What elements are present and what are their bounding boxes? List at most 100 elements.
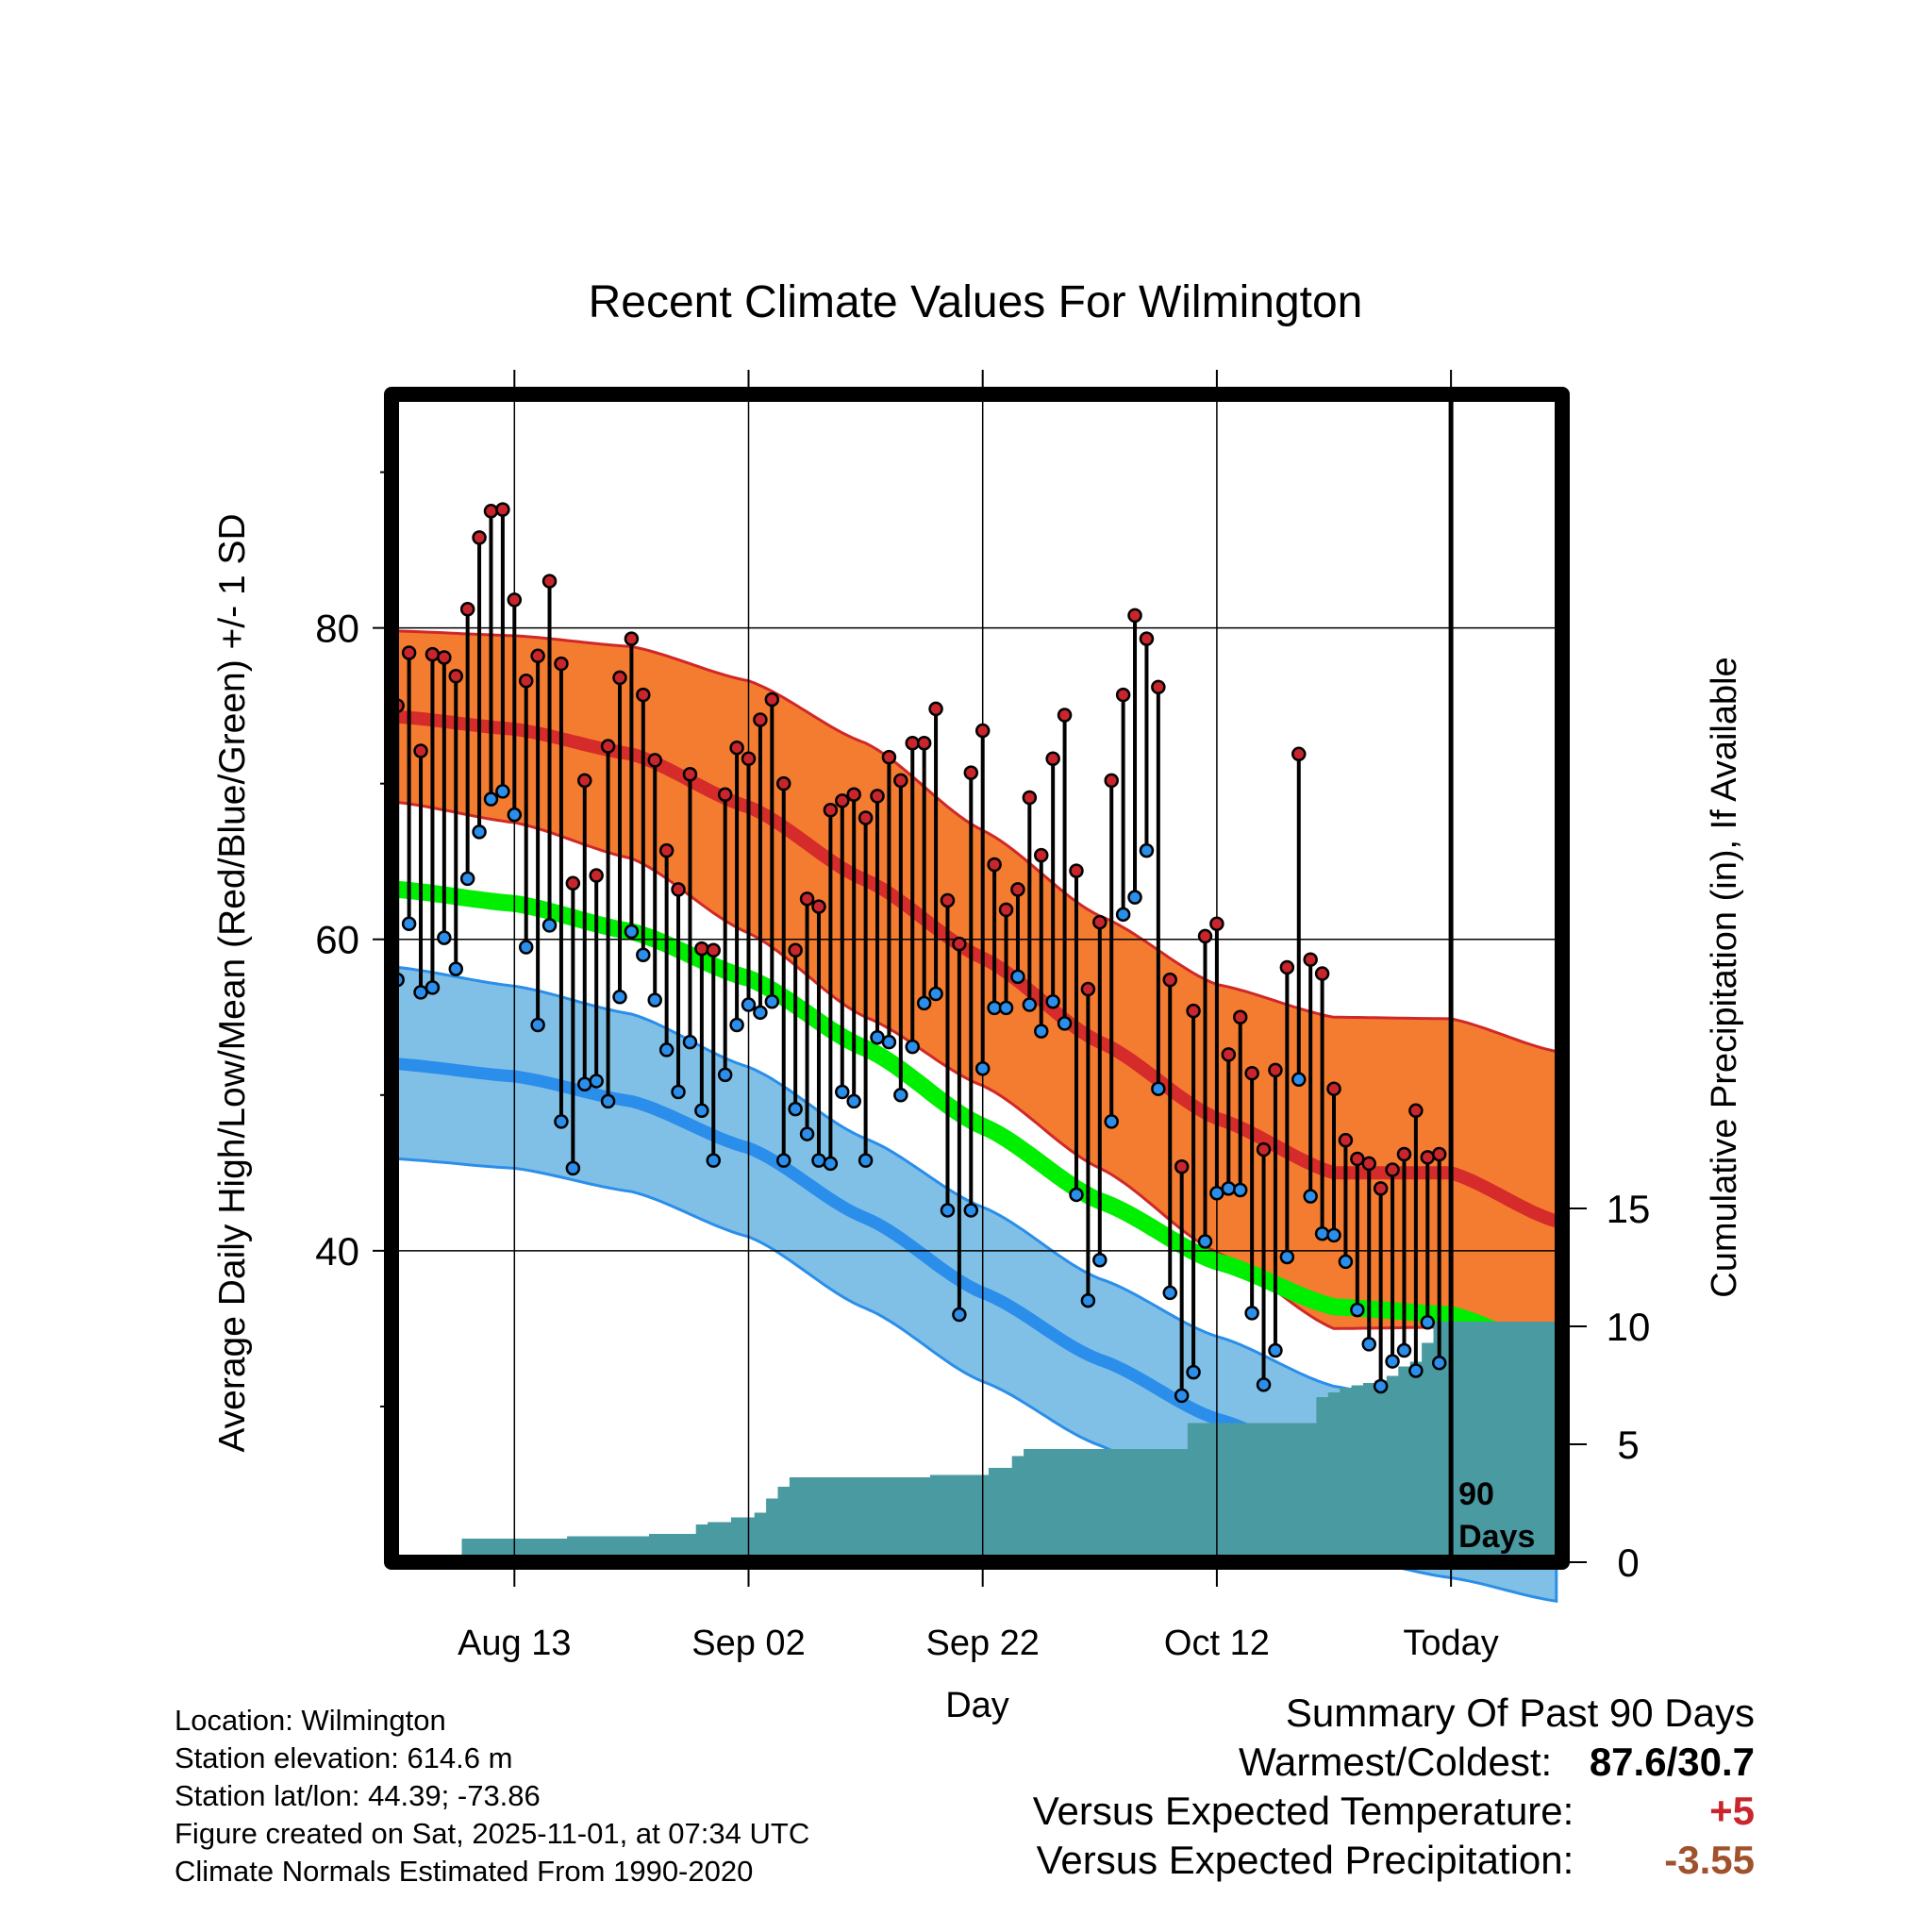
daily-high-point — [495, 502, 510, 517]
y2-tick-label: 0 — [1617, 1541, 1639, 1585]
daily-high-point — [987, 857, 1002, 873]
daily-low-point — [694, 1103, 709, 1119]
daily-low-point — [1104, 1114, 1119, 1129]
daily-high-point — [530, 648, 545, 664]
daily-high-point — [1244, 1065, 1259, 1081]
daily-low-point — [425, 980, 441, 995]
daily-low-point — [753, 1005, 768, 1021]
daily-high-point — [565, 875, 581, 891]
daily-low-point — [589, 1074, 604, 1089]
daily-high-point — [1139, 631, 1155, 646]
daily-low-point — [530, 1017, 545, 1033]
daily-low-point — [823, 1156, 839, 1172]
precip-row: Versus Expected Precipitation: -3.55 — [1033, 1836, 1755, 1885]
daily-low-point — [682, 1034, 698, 1050]
daily-high-point — [1338, 1132, 1354, 1148]
x-tick-label: Sep 22 — [925, 1624, 1039, 1663]
daily-low-point — [1303, 1189, 1318, 1204]
daily-low-point — [940, 1203, 956, 1218]
y2-tick-label: 5 — [1617, 1423, 1639, 1467]
daily-high-point — [974, 723, 991, 739]
daily-low-point — [870, 1029, 885, 1045]
daily-low-point — [1197, 1234, 1213, 1249]
daily-high-point — [459, 602, 475, 617]
daily-low-point — [1431, 1355, 1447, 1371]
daily-low-point — [905, 1039, 920, 1055]
daily-high-point — [858, 810, 874, 825]
daily-low-point — [1385, 1354, 1400, 1369]
daily-low-point — [1350, 1302, 1365, 1318]
daily-low-point — [612, 990, 627, 1005]
daily-low-point — [472, 824, 487, 840]
daily-range-bars — [395, 509, 1441, 1396]
daily-low-point — [507, 807, 523, 823]
y2-tick-label: 15 — [1607, 1187, 1651, 1231]
daily-high-point — [1197, 928, 1213, 944]
y-tick-label: 60 — [315, 918, 359, 962]
warm-cold-row: Warmest/Coldest: 87.6/30.7 — [1033, 1738, 1755, 1787]
daily-low-point — [554, 1114, 569, 1129]
station-info: Location: Wilmington Station elevation: … — [175, 1702, 809, 1890]
temp-label: Versus Expected Temperature: — [1032, 1789, 1574, 1833]
y2-axis-label: Cumulative Precipitation (in), If Availa… — [1705, 657, 1744, 1297]
daily-low-point — [671, 1084, 686, 1100]
daily-low-point — [764, 994, 780, 1009]
daily-high-point — [1373, 1181, 1389, 1196]
daily-high-point — [1256, 1141, 1272, 1158]
cumulative-precipitation-area — [391, 1322, 1562, 1562]
normals-text: Climate Normals Estimated From 1990-2020 — [175, 1855, 754, 1888]
daily-high-point — [706, 942, 722, 958]
period-label-line1: 90 — [1458, 1476, 1494, 1512]
daily-high-point — [823, 802, 839, 818]
daily-high-point — [741, 751, 757, 767]
daily-low-point — [1034, 1024, 1049, 1039]
daily-low-point — [775, 1153, 791, 1168]
daily-low-point — [1396, 1342, 1412, 1358]
daily-high-point — [717, 787, 733, 802]
precip-value: -3.55 — [1664, 1838, 1755, 1882]
daily-low-point — [437, 930, 452, 945]
daily-high-point — [1350, 1151, 1365, 1167]
daily-low-point — [916, 995, 932, 1011]
daily-low-point — [1092, 1253, 1108, 1268]
x-axis-label: Day — [945, 1686, 1009, 1725]
daily-low-point — [1420, 1315, 1436, 1330]
y-tick-label: 80 — [315, 607, 359, 651]
daily-low-point — [1361, 1337, 1376, 1352]
daily-high-point — [425, 646, 441, 662]
daily-low-point — [1244, 1306, 1259, 1321]
daily-high-point — [775, 775, 791, 791]
daily-high-point — [1209, 916, 1224, 931]
daily-high-point — [600, 739, 616, 754]
daily-high-point — [1104, 773, 1119, 789]
period-label-line2: Days — [1458, 1519, 1535, 1555]
daily-high-point — [799, 891, 815, 907]
precip-label: Versus Expected Precipitation: — [1036, 1838, 1574, 1882]
daily-low-point — [1115, 907, 1131, 923]
daily-low-point — [1127, 890, 1142, 905]
daily-low-point — [799, 1126, 815, 1141]
daily-high-point — [1326, 1081, 1341, 1096]
daily-high-point — [753, 712, 768, 727]
temp-value: +5 — [1709, 1789, 1755, 1833]
daily-high-point — [1151, 679, 1166, 695]
daily-high-point — [554, 656, 569, 672]
daily-high-point — [729, 740, 744, 756]
daily-low-point — [1057, 1016, 1073, 1031]
daily-high-point — [612, 670, 627, 686]
daily-high-point — [963, 765, 979, 780]
daily-low-point — [1256, 1377, 1272, 1392]
daily-high-point — [413, 743, 428, 758]
daily-low-point — [1314, 1225, 1330, 1241]
daily-low-point — [459, 871, 475, 887]
daily-high-point — [811, 899, 826, 914]
daily-low-point — [1291, 1072, 1307, 1088]
daily-low-point — [624, 924, 640, 940]
daily-high-point — [1174, 1158, 1190, 1174]
plot-frame — [384, 387, 1570, 1570]
chart-title: Recent Climate Values For Wilmington — [589, 277, 1363, 327]
daily-low-point — [1232, 1182, 1248, 1198]
daily-high-point — [1291, 746, 1307, 762]
daily-low-point — [658, 1042, 675, 1058]
daily-high-point — [1232, 1009, 1248, 1025]
